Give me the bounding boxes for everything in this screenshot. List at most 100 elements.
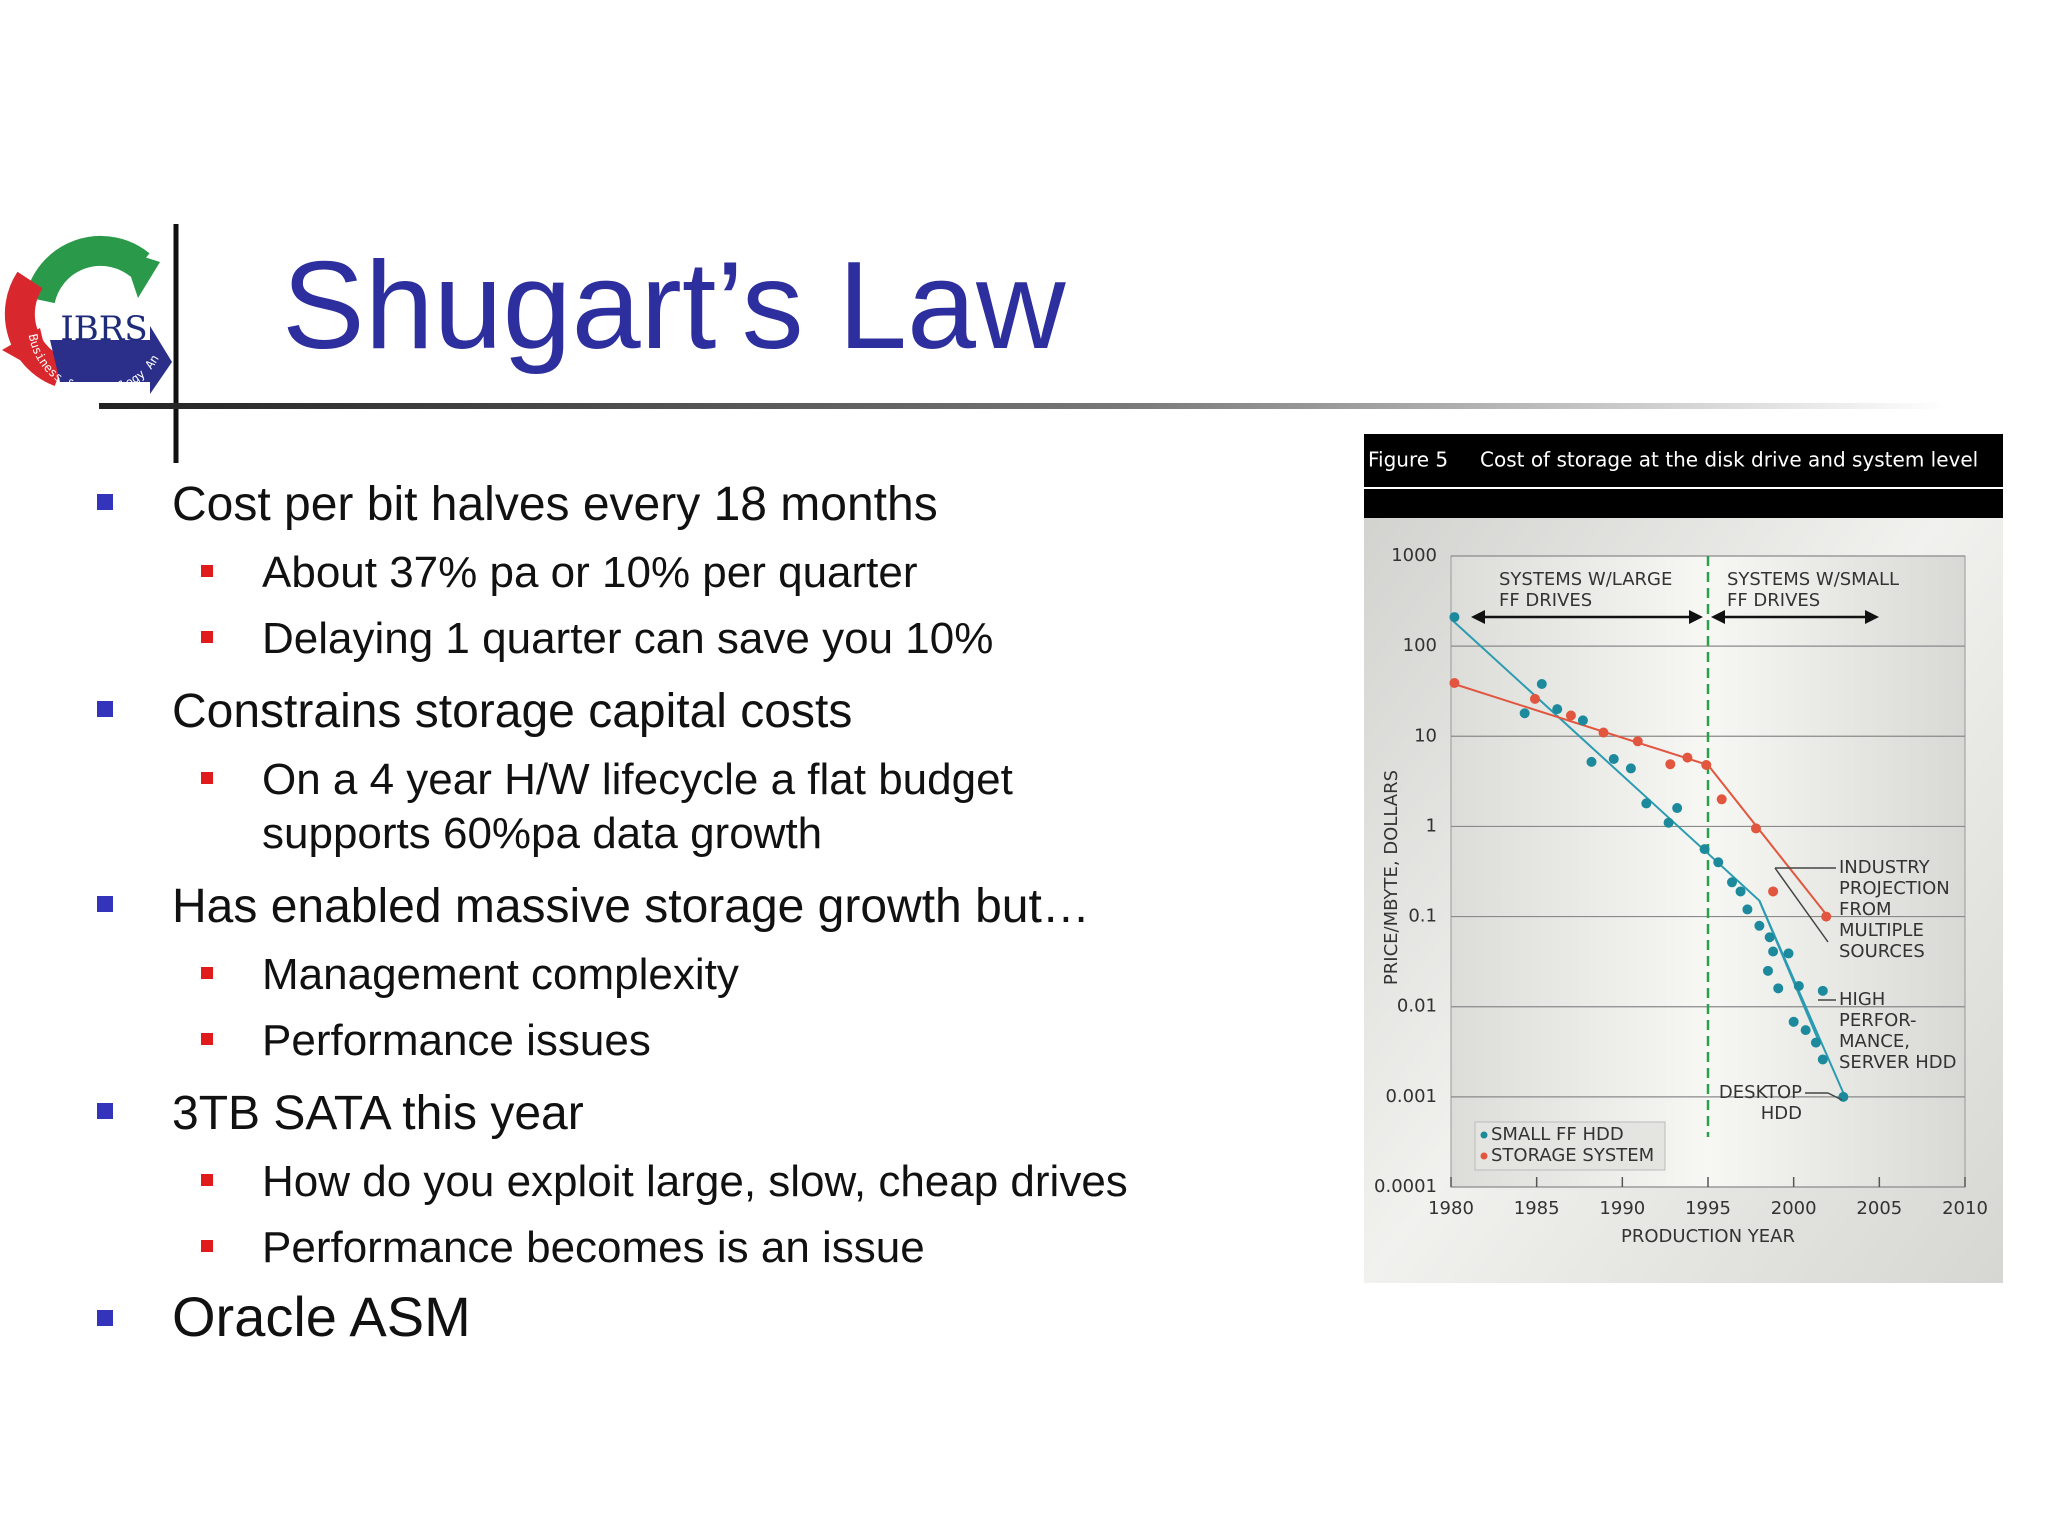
data-point [1663, 817, 1674, 828]
annotation: HDD [1761, 1103, 1802, 1124]
header-horizontal-rule [99, 403, 1949, 409]
data-point [1762, 965, 1773, 976]
y-tick-label: 0.001 [1385, 1086, 1437, 1107]
arrow-head [1865, 610, 1879, 624]
legend-swatch [1480, 1152, 1488, 1160]
sub-bullet-marker [201, 967, 213, 979]
leader-line [1827, 1092, 1843, 1101]
data-point [1608, 753, 1619, 764]
x-tick-label: 1995 [1685, 1198, 1731, 1219]
annotation: FF DRIVES [1727, 590, 1820, 611]
data-point [1519, 708, 1530, 719]
logo-name: IBRS [60, 309, 147, 349]
data-point [1768, 946, 1779, 957]
bullet-text: Cost per bit halves every 18 months [172, 478, 938, 531]
data-point [1783, 948, 1794, 959]
data-point [1800, 1025, 1811, 1036]
figure-header [1364, 434, 2003, 518]
bullet-marker [97, 701, 113, 717]
data-point [1754, 920, 1765, 931]
y-tick-label: 100 [1403, 635, 1437, 656]
data-point [1817, 985, 1828, 996]
data-point [1449, 612, 1460, 623]
data-point [1838, 1091, 1849, 1102]
data-point [1726, 877, 1737, 888]
y-tick-label: 0.1 [1408, 906, 1437, 927]
x-tick-label: 1985 [1514, 1198, 1560, 1219]
y-tick-label: 0.01 [1397, 996, 1437, 1017]
x-tick-label: 1990 [1599, 1198, 1645, 1219]
data-point [1773, 983, 1784, 994]
sub-bullet-text: Performance becomes is an issue [262, 1223, 925, 1272]
data-point [1764, 932, 1775, 943]
legend-swatch [1480, 1131, 1488, 1139]
slide-title: Shugart’s Law [282, 237, 1066, 375]
bullet-marker [97, 494, 113, 510]
annotation: SOURCES [1839, 941, 1925, 962]
sub-bullet-text: Delaying 1 quarter can save you 10% [262, 614, 993, 663]
y-tick-label: 10 [1414, 725, 1437, 746]
data-point [1632, 736, 1643, 747]
sub-bullet-marker [201, 772, 213, 784]
data-point [1536, 679, 1547, 690]
sub-bullet-text: How do you exploit large, slow, cheap dr… [262, 1157, 1128, 1206]
data-point [1793, 980, 1804, 991]
x-tick-label: 1980 [1428, 1198, 1474, 1219]
data-point [1713, 857, 1724, 868]
data-point [1768, 886, 1779, 897]
sub-bullet-marker [201, 1240, 213, 1252]
y-tick-label: 0.0001 [1374, 1176, 1437, 1197]
sub-bullet-text: supports 60%pa data growth [262, 809, 822, 858]
annotation: DESKTOP [1719, 1082, 1802, 1103]
legend-label: SMALL FF HDD [1491, 1124, 1624, 1145]
annotation: HIGH [1839, 989, 1885, 1010]
legend-box [1474, 1121, 1666, 1171]
x-axis-label: PRODUCTION YEAR [1621, 1226, 1795, 1247]
sub-bullet-marker [201, 631, 213, 643]
data-point [1735, 886, 1746, 897]
data-point [1742, 904, 1753, 915]
sub-bullet-text: About 37% pa or 10% per quarter [262, 548, 918, 597]
leader-line [1774, 867, 1829, 943]
trend-line [1758, 900, 1821, 1043]
arrow-head [1471, 610, 1485, 624]
data-point [1529, 693, 1540, 704]
data-point [1586, 756, 1597, 767]
logo-green-arrow [122, 250, 160, 298]
data-point [1625, 763, 1636, 774]
data-point [1641, 798, 1652, 809]
bullet-marker [97, 1103, 113, 1119]
data-point [1821, 911, 1832, 922]
y-tick-label: 1000 [1391, 545, 1437, 566]
x-tick-label: 2005 [1856, 1198, 1902, 1219]
bullet-list: Cost per bit halves every 18 months About… [97, 478, 1128, 1348]
figure: Figure 5 Cost of storage at the disk driv… [1364, 434, 2003, 1283]
arrow-head [1711, 610, 1725, 624]
y-axis-label: PRICE/MBYTE, DOLLARS [1381, 770, 1402, 985]
figure-subtitle: Cost of storage at the disk drive and sy… [1480, 448, 1978, 472]
annotation: PROJECTION [1839, 878, 1950, 899]
annotation: SYSTEMS W/LARGE [1499, 569, 1672, 590]
data-point [1672, 803, 1683, 814]
annotation: FROM [1839, 899, 1892, 920]
bullet-marker [97, 1310, 113, 1326]
annotation: INDUSTRY [1839, 857, 1931, 878]
bullet-text: 3TB SATA this year [172, 1087, 584, 1140]
sub-bullet-marker [201, 565, 213, 577]
bullet-text: Oracle ASM [172, 1285, 471, 1348]
data-point [1577, 715, 1588, 726]
data-point [1750, 823, 1761, 834]
data-point [1699, 844, 1710, 855]
data-point [1449, 678, 1460, 689]
bullet-text: Has enabled massive storage growth but… [172, 880, 1090, 933]
data-point [1565, 710, 1576, 721]
data-point [1598, 727, 1609, 738]
sub-bullet-text: Management complexity [262, 950, 739, 999]
annotation: SYSTEMS W/SMALL [1727, 569, 1899, 590]
data-point [1665, 759, 1676, 770]
annotation: PERFOR- [1839, 1010, 1917, 1031]
annotation: MULTIPLE [1839, 920, 1924, 941]
data-point [1817, 1054, 1828, 1065]
data-point [1788, 1016, 1799, 1027]
